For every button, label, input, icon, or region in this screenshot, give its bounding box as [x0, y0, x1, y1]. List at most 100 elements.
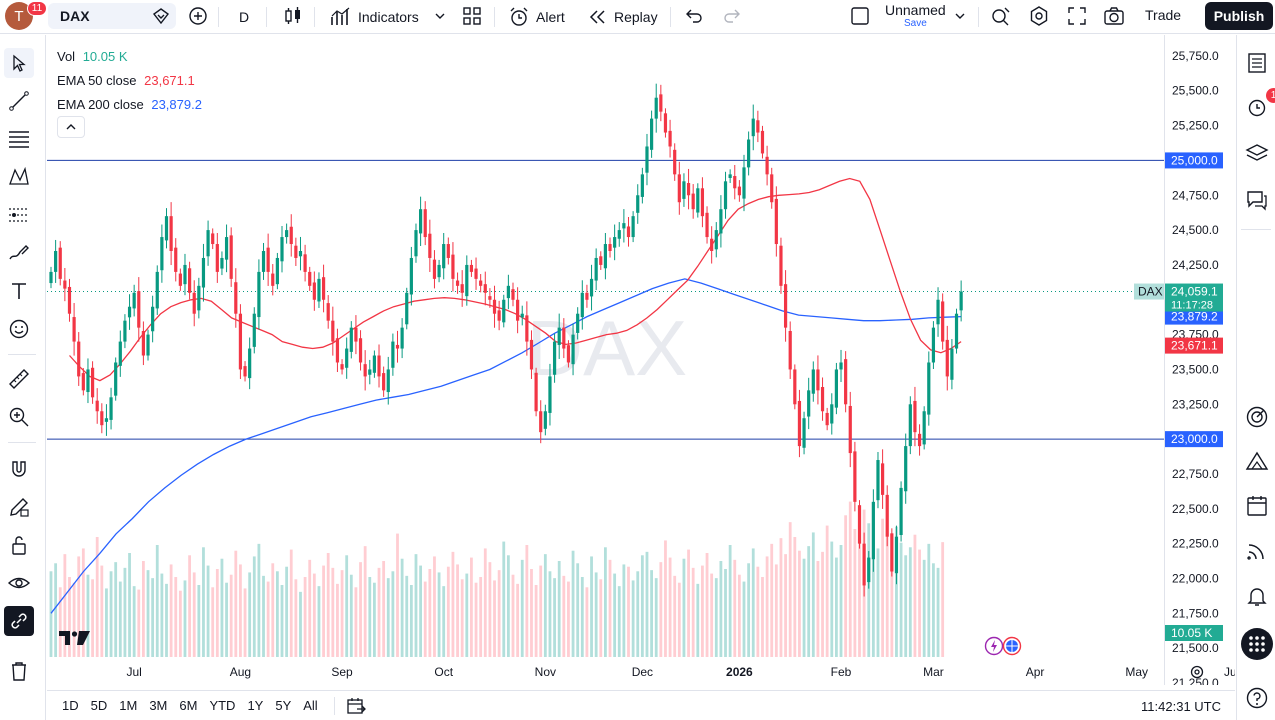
chats-button[interactable]	[1242, 185, 1272, 215]
candle	[566, 340, 571, 368]
chevron-up-icon	[66, 124, 76, 130]
candle-body	[483, 284, 487, 293]
candle	[335, 328, 340, 373]
interval-button[interactable]: D	[239, 9, 250, 25]
indicators-button[interactable]: Indicators	[330, 2, 419, 32]
volume-bar	[354, 587, 358, 657]
candle	[539, 400, 543, 444]
settings-gear-icon[interactable]	[1028, 5, 1050, 27]
streams-button[interactable]	[1242, 536, 1272, 566]
range-button-5d[interactable]: 5D	[90, 698, 108, 713]
range-button-1d[interactable]: 1D	[62, 698, 79, 713]
collapse-legend-button[interactable]	[57, 116, 85, 138]
add-to-watchlist-icon[interactable]	[152, 8, 170, 24]
cursor-tool[interactable]	[4, 48, 34, 78]
layout-name[interactable]: Unnamed Save	[885, 3, 946, 31]
volume-bar	[363, 546, 367, 657]
range-button-1y[interactable]: 1Y	[247, 698, 264, 713]
range-button-6m[interactable]: 6M	[179, 698, 198, 713]
volume-bar	[751, 548, 755, 657]
tradingview-logo-icon[interactable]	[59, 629, 91, 647]
publish-button[interactable]: Publish	[1205, 2, 1273, 30]
lock-tool[interactable]	[4, 530, 34, 560]
volume-bar	[456, 564, 459, 657]
axis-settings-gear-icon[interactable]	[1189, 664, 1205, 680]
object-tree-button[interactable]	[1242, 139, 1272, 169]
candle-body	[303, 254, 307, 272]
hotlists-button[interactable]	[1242, 402, 1272, 432]
fullscreen-icon[interactable]	[1066, 5, 1088, 27]
save-label[interactable]: Save	[904, 18, 927, 29]
candle-type-icon[interactable]	[283, 6, 303, 26]
candle	[164, 208, 169, 249]
legend-ema50[interactable]: EMA 50 close 23,671.1	[57, 69, 202, 93]
magnet-tool[interactable]	[4, 454, 34, 484]
brush-tool[interactable]	[4, 238, 34, 268]
volume-bar	[677, 582, 681, 657]
stay-drawing-tool[interactable]	[4, 492, 34, 522]
redo-icon[interactable]	[722, 7, 742, 25]
measure-tool[interactable]	[4, 364, 34, 394]
symbol-search[interactable]: DAX	[48, 3, 176, 29]
products-menu-button[interactable]	[1241, 628, 1273, 660]
sync-drawings-tool[interactable]	[4, 606, 34, 636]
text-tool[interactable]	[4, 276, 34, 306]
chart-pane[interactable]: DAX 21,250.0 21,500.0 21,750.0 22,000.0 22,2…	[47, 35, 1235, 685]
calendar-button[interactable]	[1242, 491, 1272, 521]
volume-bar	[470, 557, 473, 657]
emoji-tool[interactable]	[4, 314, 34, 344]
range-button-all[interactable]: All	[303, 698, 318, 713]
volume-bar	[617, 586, 621, 657]
candle-body	[414, 230, 418, 257]
pattern-tool[interactable]	[4, 162, 34, 192]
help-button[interactable]	[1242, 683, 1272, 713]
user-avatar[interactable]: T 11	[5, 1, 47, 30]
notifications-button[interactable]	[1242, 581, 1272, 611]
range-button-3m[interactable]: 3M	[149, 698, 168, 713]
candle	[127, 294, 132, 330]
trade-button[interactable]: Trade	[1145, 7, 1182, 23]
range-button-ytd[interactable]: YTD	[209, 698, 236, 713]
quick-search-icon[interactable]	[990, 5, 1012, 27]
candle-body	[566, 345, 571, 363]
ema200-line	[50, 278, 962, 614]
events-icon[interactable]	[984, 636, 1024, 656]
volume-bar	[382, 561, 386, 657]
volume-bar	[285, 566, 289, 657]
zoom-tool[interactable]	[4, 402, 34, 432]
alert-button[interactable]: Alert	[508, 2, 565, 32]
candle-body	[137, 291, 141, 328]
ema50-line	[69, 177, 962, 382]
layout-checkbox-icon[interactable]	[850, 6, 870, 26]
volume-bar	[844, 515, 848, 657]
candle-body	[927, 362, 931, 415]
candle-body	[959, 291, 963, 311]
legend-volume[interactable]: Vol 10.05 K	[57, 45, 202, 69]
forecast-tool[interactable]	[4, 200, 34, 230]
undo-icon[interactable]	[684, 7, 704, 25]
replay-button[interactable]: Replay	[588, 2, 658, 32]
candle	[358, 330, 363, 371]
remove-drawings-tool[interactable]	[4, 656, 34, 686]
trend-line-tool[interactable]	[4, 86, 34, 116]
legend-ema200[interactable]: EMA 200 close 23,879.2	[57, 93, 202, 117]
price-chart[interactable]: DAX 21,250.0 21,500.0 21,750.0 22,000.0 22,2…	[47, 35, 1235, 685]
chevron-down-icon[interactable]	[954, 11, 966, 21]
snapshot-camera-icon[interactable]	[1103, 5, 1125, 27]
range-button-1m[interactable]: 1M	[119, 698, 138, 713]
visibility-tool[interactable]	[4, 568, 34, 598]
watchlist-button[interactable]	[1242, 48, 1272, 78]
utc-clock[interactable]: 11:42:31 UTC	[1141, 699, 1221, 714]
volume-bar	[165, 583, 168, 657]
alerts-button[interactable]: 1	[1242, 88, 1275, 122]
candle-body	[585, 292, 589, 300]
goto-date-icon[interactable]	[345, 696, 367, 716]
range-button-5y[interactable]: 5Y	[275, 698, 292, 713]
volume-bar	[137, 589, 141, 657]
compare-symbol-icon[interactable]	[188, 6, 208, 26]
chevron-down-icon[interactable]	[434, 11, 446, 21]
ideas-button[interactable]	[1242, 446, 1272, 476]
volume-bar	[322, 565, 325, 657]
fib-tool[interactable]	[4, 124, 34, 154]
templates-grid-icon[interactable]	[462, 6, 482, 26]
